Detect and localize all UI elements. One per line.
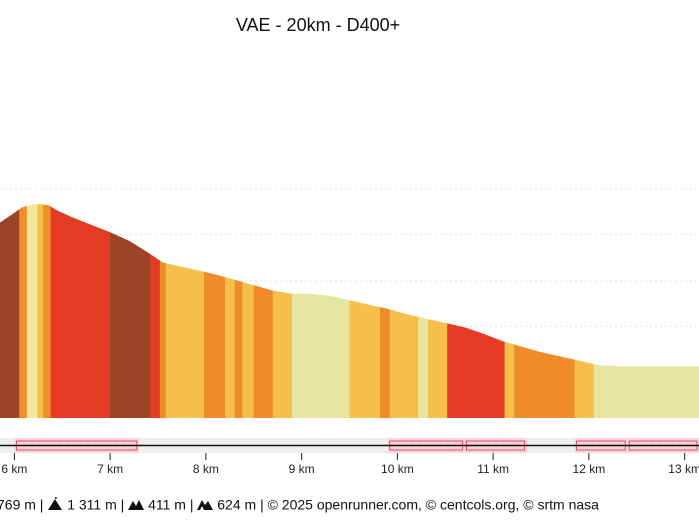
slope-segment bbox=[37, 204, 44, 418]
slope-segment bbox=[43, 204, 52, 418]
slope-segment bbox=[225, 204, 236, 418]
slope-segment bbox=[110, 204, 151, 418]
slope-segments bbox=[0, 204, 699, 418]
slope-segment bbox=[418, 204, 429, 418]
slope-segment bbox=[272, 204, 293, 418]
x-tick-label: 12 km bbox=[573, 462, 606, 476]
summit-icon bbox=[48, 497, 63, 511]
chart-title: VAE - 20km - D400+ bbox=[235, 15, 401, 35]
slope-segment bbox=[349, 204, 381, 418]
slope-segment bbox=[26, 204, 38, 418]
footer-part-2: 411 m | bbox=[144, 496, 198, 513]
x-tick-label: 6 km bbox=[1, 462, 27, 476]
elevation-chart: 6 km 7 km 8 km 9 km 10 km 11 km 12 km 13 km bbox=[0, 188, 699, 476]
slope-segment bbox=[242, 204, 255, 418]
slope-segment bbox=[19, 204, 28, 418]
x-axis: 6 km 7 km 8 km 9 km 10 km 11 km 12 km 13 km bbox=[1, 453, 699, 476]
slope-segment bbox=[50, 204, 111, 418]
slope-segment bbox=[514, 204, 528, 418]
slope-segment bbox=[234, 204, 243, 418]
slope-segment bbox=[150, 204, 161, 418]
slope-segment bbox=[526, 204, 576, 418]
slope-segment bbox=[574, 204, 595, 418]
route-bar[interactable] bbox=[0, 438, 699, 453]
footer-part-3: 624 m | © 2025 openrunner.com, © centcol… bbox=[213, 496, 599, 513]
footer-stats: 769 m | 1 311 m | 411 m | 624 m | © 2025… bbox=[0, 495, 599, 512]
slope-segment bbox=[504, 204, 515, 418]
footer-part-1: 1 311 m | bbox=[63, 496, 129, 513]
slope-segment bbox=[593, 204, 699, 418]
slope-segment bbox=[389, 204, 419, 418]
slope-segment bbox=[485, 204, 506, 418]
slope-segment bbox=[159, 204, 167, 418]
footer-part-0: 769 m | bbox=[0, 496, 48, 513]
mountains-icon bbox=[128, 500, 145, 511]
x-tick-label: 8 km bbox=[193, 462, 219, 476]
x-tick-label: 10 km bbox=[381, 462, 414, 476]
slope-segment bbox=[292, 204, 351, 418]
slope-segment bbox=[0, 204, 20, 418]
x-tick-label: 13 km bbox=[668, 462, 699, 476]
slope-segment bbox=[165, 204, 205, 418]
slope-segment bbox=[447, 204, 487, 418]
slope-segment bbox=[253, 204, 274, 418]
x-tick-label: 7 km bbox=[97, 462, 123, 476]
slope-segment bbox=[428, 204, 448, 418]
x-tick-label: 11 km bbox=[477, 462, 509, 476]
slope-segment bbox=[204, 204, 226, 418]
x-tick-label: 9 km bbox=[289, 462, 315, 476]
slope-segment bbox=[380, 204, 391, 418]
mountains-icon bbox=[197, 500, 214, 511]
